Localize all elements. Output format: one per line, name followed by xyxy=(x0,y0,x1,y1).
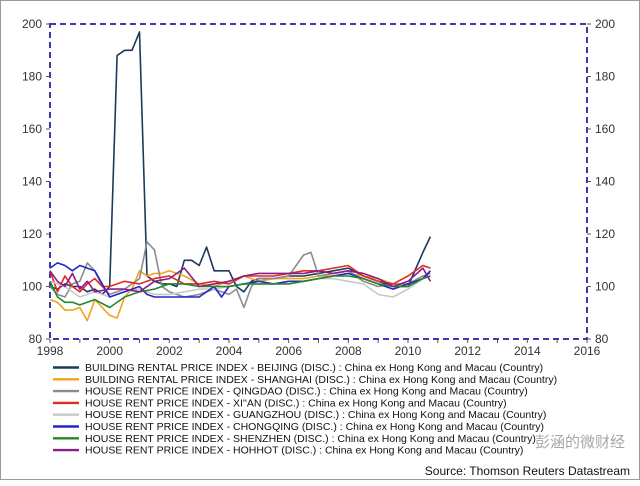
x-tick-label: 2014 xyxy=(514,344,541,358)
legend-label-0: BUILDING RENTAL PRICE INDEX - BEIJING (D… xyxy=(85,362,543,374)
y-tick-label-right: 180 xyxy=(595,70,615,84)
y-tick-label-left: 200 xyxy=(22,17,42,31)
x-tick-label: 2008 xyxy=(335,344,362,358)
x-tick-label: 2000 xyxy=(96,344,123,358)
y-tick-label-right: 100 xyxy=(595,280,615,294)
legend-label-2: HOUSE RENT PRICE INDEX - QINGDAO (DISC.)… xyxy=(85,386,528,398)
x-tick-label: 2004 xyxy=(216,344,243,358)
x-tick-label: 2010 xyxy=(395,344,422,358)
series-line-7 xyxy=(49,267,432,293)
y-tick-label-left: 140 xyxy=(22,175,42,189)
y-tick-label-left: 80 xyxy=(29,332,43,346)
x-tick-label: 2012 xyxy=(454,344,481,358)
y-tick-label-right: 80 xyxy=(595,332,609,346)
legend-label-4: HOUSE RENT PRICE INDEX - GUANGZHOU (DISC… xyxy=(85,409,546,421)
chart-legend: BUILDING RENTAL PRICE INDEX - BEIJING (D… xyxy=(53,362,557,457)
source-note: Source: Thomson Reuters Datastream xyxy=(425,464,630,478)
y-tick-label-right: 140 xyxy=(595,175,615,189)
series-layer xyxy=(49,31,432,322)
legend-label-7: HOUSE RENT PRICE INDEX - HOHHOT (DISC.) … xyxy=(85,445,523,457)
y-tick-label-right: 120 xyxy=(595,227,615,241)
y-tick-label-left: 120 xyxy=(22,227,42,241)
legend-label-1: BUILDING RENTAL PRICE INDEX - SHANGHAI (… xyxy=(85,374,557,386)
x-tick-label: 2002 xyxy=(156,344,183,358)
x-tick-label: 2016 xyxy=(574,344,601,358)
series-line-3 xyxy=(49,264,431,293)
y-tick-label-right: 200 xyxy=(595,17,615,31)
legend-label-3: HOUSE RENT PRICE INDEX - XI''AN (DISC.) … xyxy=(85,397,507,409)
series-line-5 xyxy=(49,262,431,298)
legend-label-5: HOUSE RENT PRICE INDEX - CHONGQING (DISC… xyxy=(85,421,544,433)
series-line-0 xyxy=(49,31,432,296)
watermark: 彭涵的微财经 xyxy=(535,434,625,451)
series-line-2 xyxy=(49,241,431,309)
series-line-6 xyxy=(49,275,431,309)
legend-label-6: HOUSE RENT PRICE INDEX - SHENZHEN (DISC.… xyxy=(85,433,536,445)
y-tick-label-right: 160 xyxy=(595,122,615,136)
x-tick-label: 2006 xyxy=(275,344,302,358)
y-tick-label-left: 180 xyxy=(22,70,42,84)
x-tick-label: 1998 xyxy=(37,344,64,358)
y-tick-label-left: 160 xyxy=(22,122,42,136)
chart-axes: 80 80 100 100 120 120 140 140 160 160 180 180 200 200… xyxy=(22,17,615,358)
y-tick-label-left: 100 xyxy=(22,280,42,294)
